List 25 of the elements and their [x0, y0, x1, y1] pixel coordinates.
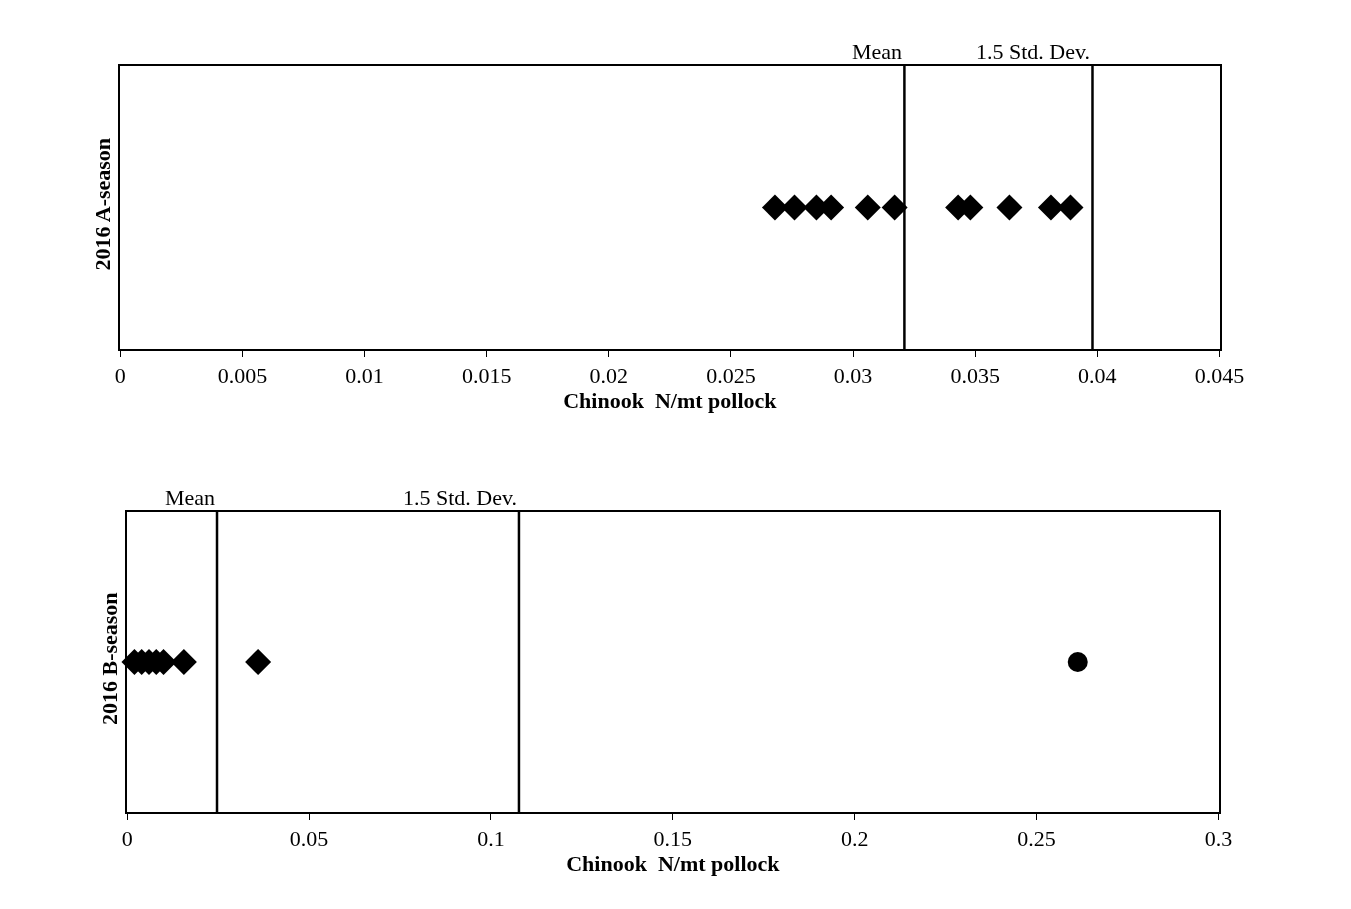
x-tick-label: 0.15	[653, 826, 693, 852]
x-tick-label: 0.01	[345, 363, 384, 389]
x-tick-label: 0.035	[950, 363, 1000, 389]
x-tick-label: 0.05	[289, 826, 329, 852]
x-tick-label: 0	[114, 363, 126, 389]
ref-line-label: Mean	[852, 39, 903, 64]
ref-line-label: 1.5 Std. Dev.	[976, 39, 1091, 64]
y-tick-label: 2016 A-season	[89, 137, 115, 271]
x-tick-label: 0.3	[1204, 826, 1233, 852]
ref-line-label: 1.5 Std. Dev.	[403, 485, 518, 510]
x-tick-label: 0.2	[840, 826, 869, 852]
x-tick-label: 0.03	[833, 363, 873, 389]
x-tick-label: 0.045	[1194, 363, 1245, 389]
x-axis-title: Chinook N/mt pollock	[563, 388, 778, 414]
x-tick-label: 0	[121, 826, 133, 852]
y-tick-label: 2016 B-season	[96, 592, 122, 726]
x-tick-label: 0.04	[1078, 363, 1117, 389]
x-tick-label: 0.025	[706, 363, 756, 389]
x-tick-label: 0.015	[461, 363, 512, 389]
x-tick-label: 0.005	[217, 363, 268, 389]
x-tick-label: 0.02	[589, 363, 629, 389]
x-axis-title: Chinook N/mt pollock	[566, 851, 781, 877]
ref-line-label: Mean	[165, 485, 216, 510]
x-tick-label: 0.25	[1017, 826, 1056, 852]
x-tick-label: 0.1	[477, 826, 505, 852]
